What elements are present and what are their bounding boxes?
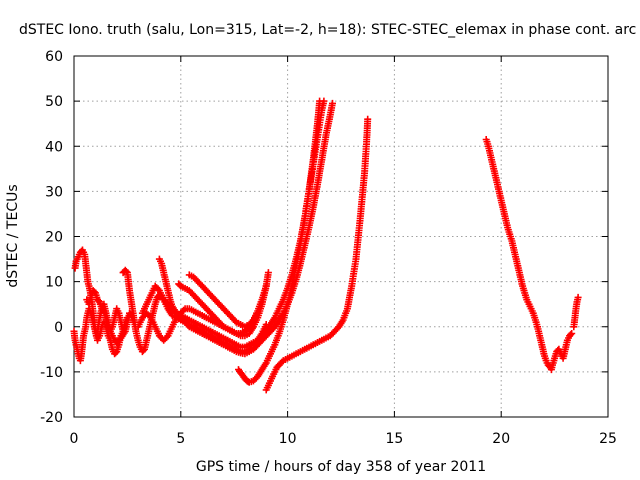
data-point-4 [180, 306, 188, 314]
y-tick-label: 40 [45, 139, 63, 155]
data-point-4 [146, 312, 153, 320]
x-tick-label: 15 [385, 431, 403, 447]
data-point-11 [568, 330, 576, 337]
x-axis-label: GPS time / hours of day 358 of year 2011 [196, 459, 486, 475]
y-tick-label: 10 [45, 275, 63, 291]
y-tick-label: -20 [40, 410, 63, 426]
x-tick-label: 0 [70, 431, 79, 447]
x-tick-label: 25 [599, 431, 617, 447]
y-axis-label: dSTEC / TECUs [5, 184, 21, 287]
data-point-4 [163, 333, 171, 341]
data-point-5 [154, 285, 162, 293]
y-tick-label: -10 [40, 365, 63, 381]
data-point-7 [262, 282, 270, 290]
x-tick-label: 20 [492, 431, 510, 447]
data-markers [70, 97, 582, 394]
data-point-12 [574, 293, 582, 301]
y-tick-label: 0 [54, 320, 63, 336]
y-tick-label: 20 [45, 230, 63, 246]
grid-lines [74, 56, 608, 417]
x-tick-label: 5 [176, 431, 185, 447]
data-point-9 [320, 97, 328, 105]
data-point-11 [567, 331, 575, 339]
data-point-10 [364, 115, 372, 123]
axis-ticks: 0 5 10 15 20 25 -20 -10 0 10 20 30 40 50 60 [40, 49, 617, 447]
x-tick-label: 10 [279, 431, 297, 447]
y-tick-label: 30 [45, 184, 63, 200]
data-point-4 [264, 269, 272, 277]
y-tick-label: 60 [45, 49, 63, 65]
data-point-10 [278, 358, 286, 366]
data-point-3 [122, 268, 130, 275]
chart-title: dSTEC Iono. truth (salu, Lon=315, Lat=-2… [19, 22, 636, 38]
data-point-6 [329, 99, 336, 107]
y-tick-label: 50 [45, 94, 63, 110]
data-point-8 [254, 309, 262, 317]
data-point-8 [231, 317, 239, 325]
